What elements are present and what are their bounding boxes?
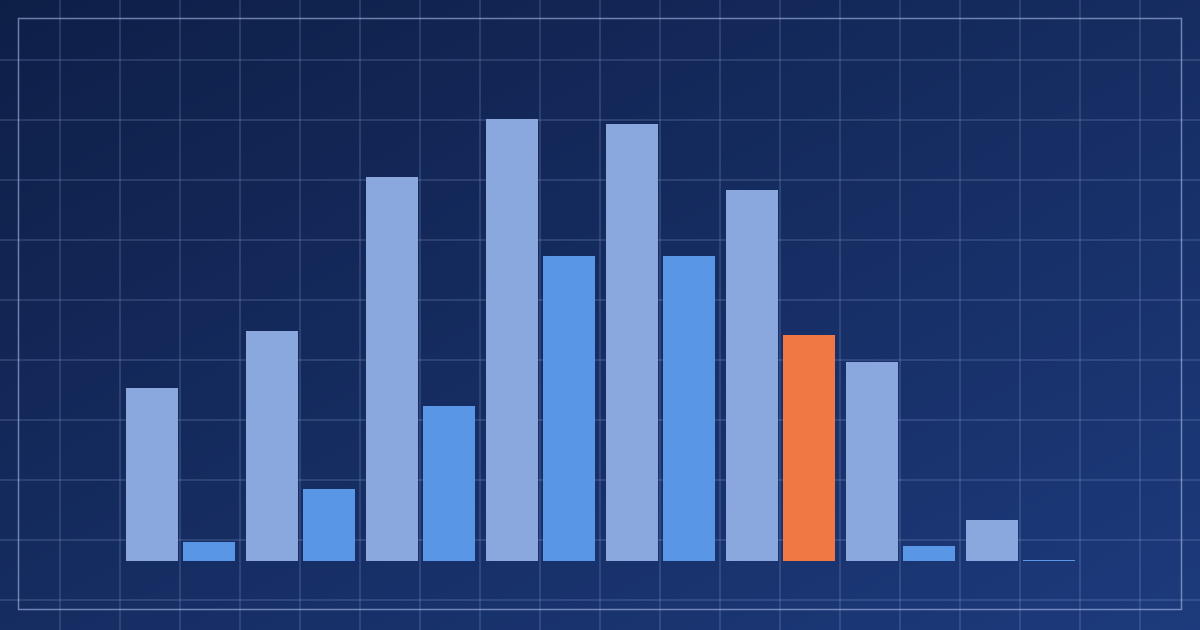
bar [303, 489, 355, 561]
bar [726, 190, 778, 561]
bar [846, 362, 898, 561]
bar [783, 335, 835, 561]
bar [663, 256, 715, 561]
bar [366, 177, 418, 561]
bar [903, 546, 955, 561]
bar [126, 388, 178, 561]
bar [423, 406, 475, 561]
bar [606, 124, 658, 561]
bar [183, 542, 235, 561]
bar [486, 119, 538, 561]
frame [17, 17, 1183, 611]
bar [543, 256, 595, 561]
bar [1023, 560, 1075, 561]
bar [966, 520, 1018, 561]
bar [246, 331, 298, 561]
